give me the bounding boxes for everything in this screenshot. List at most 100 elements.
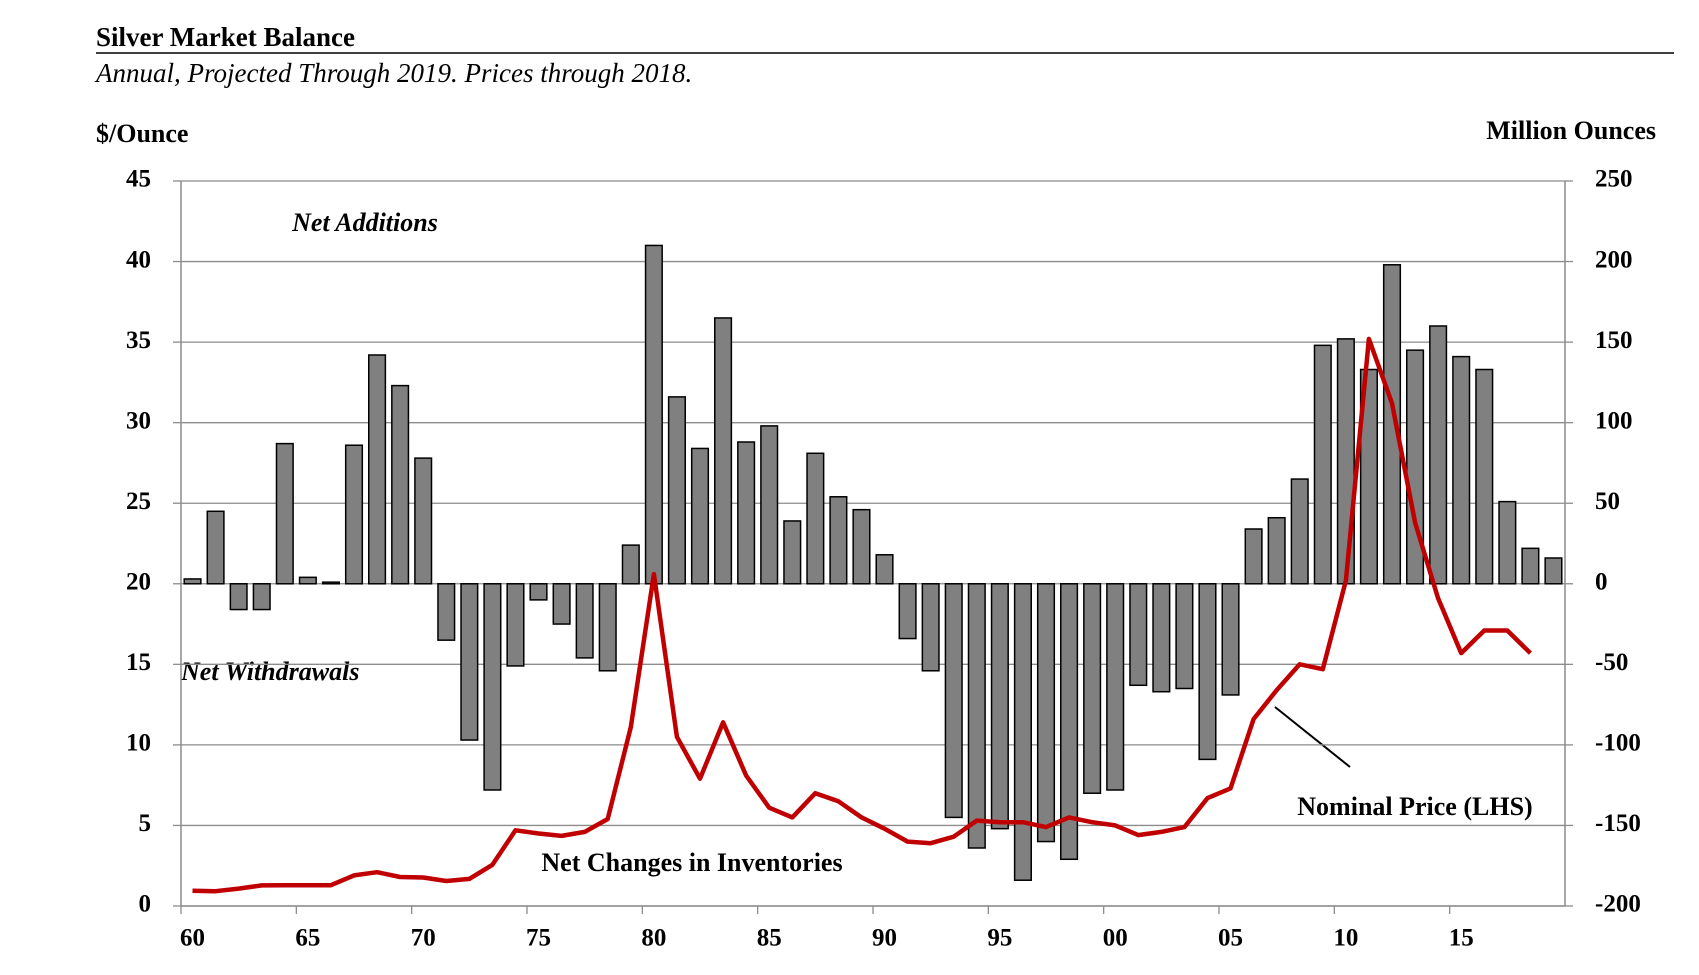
bar [944,583,963,819]
y-tick-label: 25 [126,488,151,515]
y2-tick-label: 50 [1595,488,1620,515]
bar [391,384,410,585]
bar [437,583,456,641]
bar [298,576,317,585]
y-tick-label: 35 [126,327,151,354]
bar [1267,516,1286,585]
bar [783,520,802,585]
x-tick-label: 05 [1218,925,1243,952]
bar [1452,355,1471,585]
y-tick-label: 10 [126,730,151,757]
bar [1521,547,1540,585]
bar [852,508,871,585]
bar [1359,368,1378,585]
x-tick-label: 70 [411,925,436,952]
bar [714,317,733,585]
bar [1475,368,1494,585]
bar [644,244,663,585]
bar [737,441,756,585]
bar [921,583,940,672]
bar [1129,583,1148,687]
bar [1036,583,1056,843]
chart-subtitle: Annual, Projected Through 2019. Prices t… [94,58,692,88]
bar [667,396,686,585]
y-tick-label: 15 [126,649,151,676]
x-tick-label: 00 [1103,925,1128,952]
bar [1336,338,1355,585]
y-tick-label: 45 [126,166,151,193]
bar [1406,349,1425,585]
x-tick-label: 65 [295,925,320,952]
price-line [192,336,1532,894]
x-tick-label: 90 [872,925,897,952]
y2-tick-label: 200 [1595,246,1633,273]
chart-title: Silver Market Balance [96,22,355,52]
bar [529,583,548,601]
bar [1060,583,1079,861]
y2-tick-label: -150 [1595,810,1641,837]
x-tick-label: 85 [757,925,782,952]
series-label: Net Changes in Inventories [541,848,842,877]
bar [829,496,848,585]
bar [1244,528,1263,585]
bar [990,583,1009,830]
y-axis-title: $/Ounce [96,119,188,148]
bar [1544,557,1563,585]
bar [1083,583,1102,794]
bar [898,583,917,640]
bar [1290,478,1309,585]
bar [760,425,779,585]
x-tick-label: 60 [180,925,205,952]
y2-tick-label: -100 [1595,730,1641,757]
annotation: Net Withdrawals [180,657,359,686]
series-label: Nominal Price (LHS) [1297,792,1532,821]
bar [252,583,271,611]
y-tick-label: 20 [126,569,151,596]
bar [1175,583,1194,690]
y-tick-label: 5 [139,810,152,837]
bar [506,583,525,667]
y-tick-label: 40 [126,246,151,273]
y-tick-label: 30 [126,407,151,434]
bar [368,354,387,585]
bar [1221,583,1240,696]
bar [414,457,433,585]
x-tick-label: 95 [987,925,1012,952]
bar [321,581,340,585]
x-tick-label: 10 [1333,925,1358,952]
y2-tick-label: -200 [1595,891,1641,918]
bar [575,583,594,659]
bar [690,447,710,585]
bar [806,452,825,585]
bar [967,583,986,849]
bar [1106,583,1125,791]
bar [1382,264,1402,585]
y2-axis-title: Million Ounces [1486,116,1656,145]
x-tick-label: 15 [1449,925,1474,952]
annotation: Net Additions [291,208,438,237]
bar [1013,583,1032,881]
bar [483,583,502,791]
bar [1198,583,1217,761]
y2-tick-label: 250 [1595,166,1633,193]
bar [621,544,640,585]
bar [552,583,571,625]
x-tick-label: 75 [526,925,551,952]
y2-tick-label: -50 [1595,649,1628,676]
leader-line [1274,706,1351,768]
bar [1313,344,1332,585]
bar [598,583,617,672]
y2-tick-label: 0 [1595,569,1608,596]
x-tick-label: 80 [641,925,666,952]
bar [229,583,248,611]
bar [1152,583,1171,693]
bar [344,444,364,585]
bar [206,510,225,585]
y2-tick-label: 100 [1595,407,1633,434]
y-tick-label: 0 [139,891,152,918]
bar [1498,500,1517,585]
y2-tick-label: 150 [1595,327,1633,354]
bar [460,583,479,741]
